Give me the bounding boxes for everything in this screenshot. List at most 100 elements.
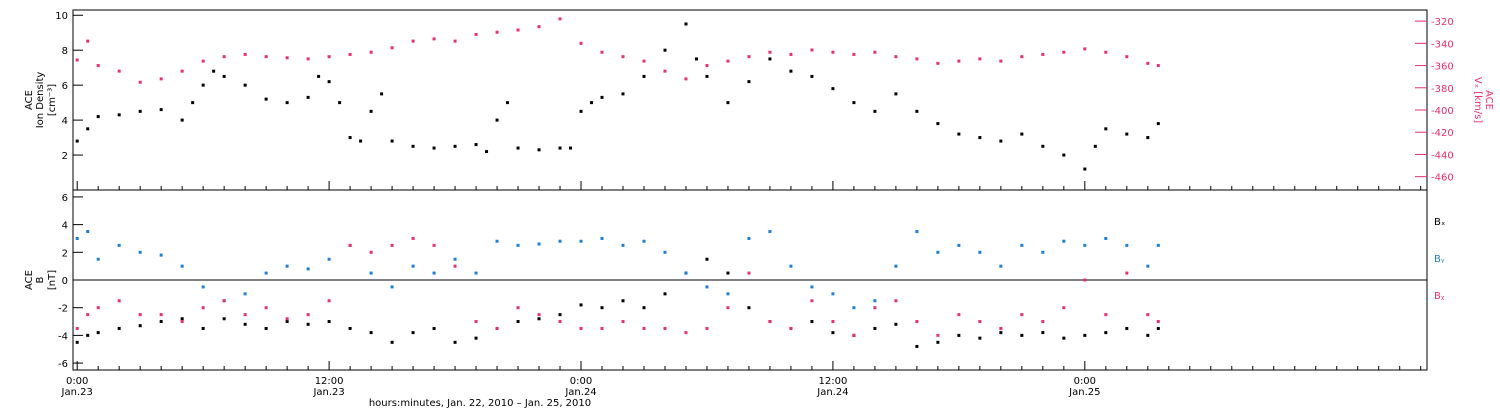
y-tick-label: 4 <box>62 116 68 127</box>
bz-point <box>957 313 961 317</box>
bz-point <box>831 320 835 324</box>
y-tick-label: 6 <box>62 193 68 204</box>
density-point <box>86 127 90 131</box>
vx-point <box>684 77 688 81</box>
by-point <box>936 250 940 254</box>
bz-point <box>600 326 604 330</box>
bz-point <box>411 236 415 240</box>
bx-point <box>936 340 940 344</box>
vx-point <box>411 39 415 43</box>
density-point <box>327 80 331 84</box>
by-point <box>600 236 604 240</box>
x-tick-date-label: Jan.23 <box>61 387 93 398</box>
by-point <box>999 264 1003 268</box>
bz-point <box>369 250 373 254</box>
bx-point <box>306 322 310 326</box>
vx-point <box>1156 64 1160 68</box>
vx-point <box>621 55 625 59</box>
density-point <box>915 109 919 113</box>
density-point <box>768 57 772 61</box>
density-point <box>1093 144 1097 148</box>
vx-point <box>222 55 226 59</box>
bz-point <box>474 320 478 324</box>
bx-point <box>537 317 541 321</box>
by-point <box>705 285 709 289</box>
density-point <box>306 95 310 99</box>
density-point <box>474 143 478 147</box>
bz-point <box>915 320 919 324</box>
top-right-ylabel: ACE Vₓ [km/s] <box>1472 77 1494 123</box>
by-point <box>1083 243 1087 247</box>
density-point <box>1041 144 1045 148</box>
by-point <box>201 285 205 289</box>
density-point <box>579 109 583 113</box>
by-point <box>432 271 436 275</box>
bz-point <box>747 271 751 275</box>
vx-point <box>243 52 247 56</box>
top-left-ylabel-line2: Ion Density <box>35 72 46 129</box>
density-point <box>789 69 793 73</box>
by-point <box>180 264 184 268</box>
density-point <box>957 132 961 136</box>
x-tick-time-label: 0:00 <box>1074 376 1096 387</box>
by-point <box>579 239 583 243</box>
density-point <box>999 139 1003 143</box>
bx-point <box>1156 326 1160 330</box>
bx-point <box>642 306 646 310</box>
x-tick-date-label: Jan.23 <box>312 387 344 398</box>
vx-point <box>936 61 940 65</box>
bx-point <box>663 292 667 296</box>
density-point <box>663 48 667 52</box>
density-point <box>338 101 342 105</box>
bottom-ylabel: ACE B [nT] <box>24 270 58 290</box>
vx-point <box>96 64 100 68</box>
by-point <box>138 250 142 254</box>
density-point <box>411 144 415 148</box>
density-point <box>747 80 751 84</box>
bx-point <box>453 340 457 344</box>
vx-point <box>285 56 289 60</box>
density-point <box>831 87 835 91</box>
density-point <box>1146 136 1150 140</box>
bx-point <box>915 344 919 348</box>
vx-point <box>537 25 541 29</box>
vx-point <box>726 59 730 63</box>
vx-point <box>1041 52 1045 56</box>
y-right-tick-label: -320 <box>1431 17 1454 28</box>
density-point <box>453 144 457 148</box>
x-tick-time-label: 12:00 <box>315 376 344 387</box>
bz-point <box>1146 313 1150 317</box>
vx-point <box>789 52 793 56</box>
bx-point <box>957 333 961 337</box>
density-point <box>201 83 205 87</box>
density-point <box>810 74 814 78</box>
y-tick-label: 8 <box>62 46 68 57</box>
bz-point <box>432 243 436 247</box>
by-point <box>1062 239 1066 243</box>
vx-point <box>663 69 667 73</box>
x-tick-time-label: 0:00 <box>570 376 592 387</box>
bottom-ylabel-line3: [nT] <box>47 270 58 290</box>
bz-point <box>873 306 877 310</box>
data-points-layer <box>75 17 1160 348</box>
vx-point <box>558 17 562 21</box>
by-point <box>516 243 520 247</box>
bz-point <box>999 326 1003 330</box>
by-point <box>789 264 793 268</box>
by-point <box>873 299 877 303</box>
vx-point <box>306 57 310 61</box>
density-point <box>159 108 163 112</box>
vx-point <box>138 80 142 84</box>
vx-point <box>75 58 79 62</box>
density-point <box>222 74 226 78</box>
bz-point <box>138 313 142 317</box>
bx-point <box>1083 333 1087 337</box>
bz-point <box>86 313 90 317</box>
density-point <box>380 92 384 96</box>
bx-point <box>558 313 562 317</box>
density-point <box>1020 132 1024 136</box>
density-point <box>96 115 100 119</box>
vx-point <box>642 59 646 63</box>
bx-point <box>621 299 625 303</box>
